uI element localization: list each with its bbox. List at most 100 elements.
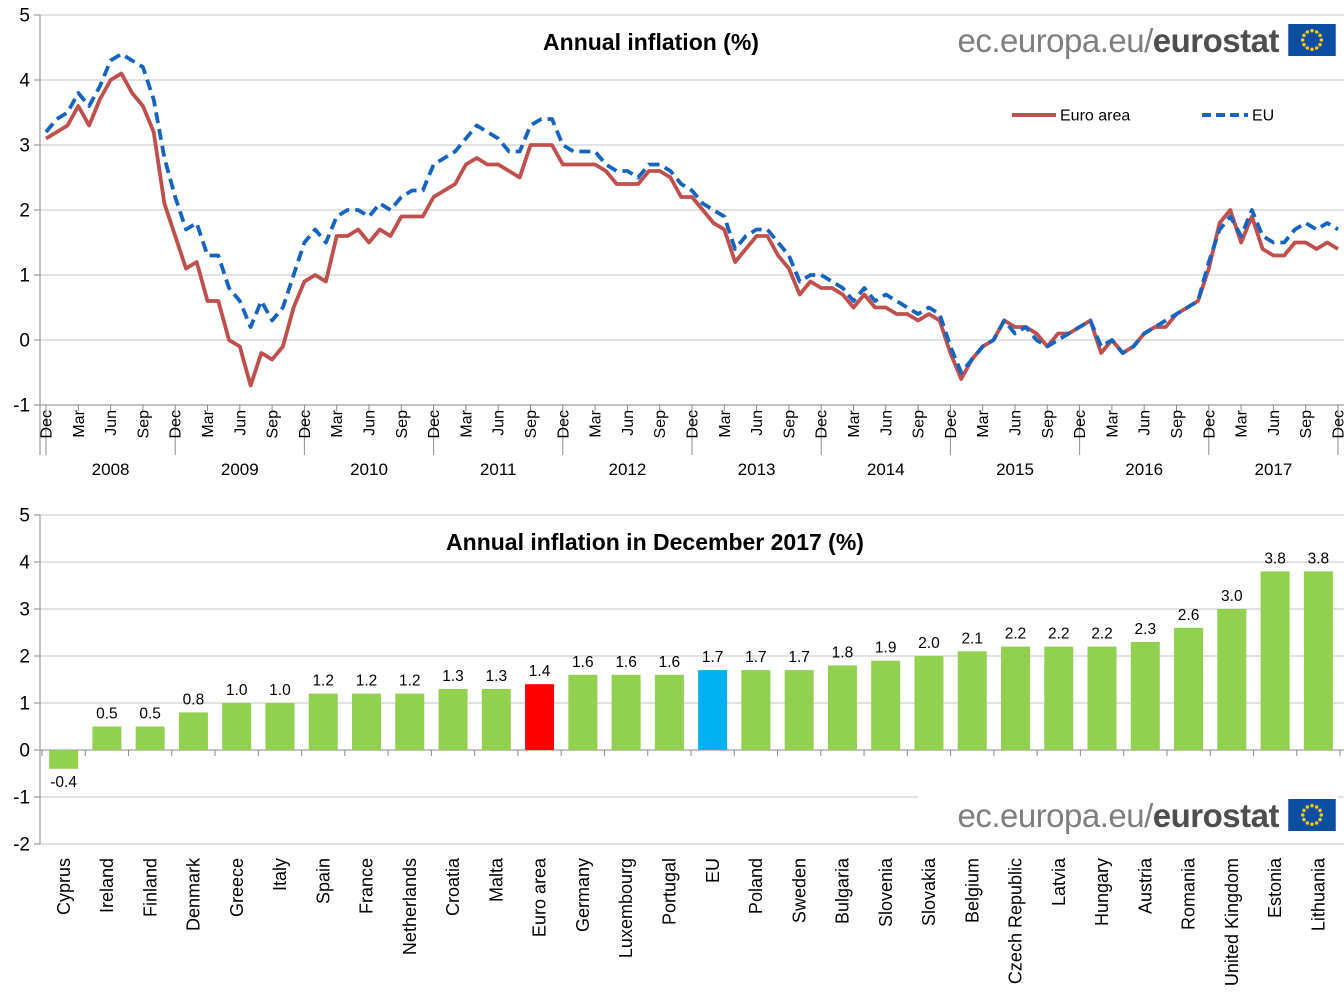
month-label: Dec: [814, 410, 831, 438]
year-label: 2016: [1125, 460, 1163, 479]
category-label: Germany: [573, 858, 593, 932]
category-label: Luxembourg: [616, 858, 636, 958]
line-chart: 5 4 3 2 1 0 -1 Dec Mar Jun Sep Dec Mar Jun Sep Dec Mar Ju…: [13, 5, 1344, 479]
category-label: United Kingdom: [1222, 858, 1242, 986]
category-label: Czech Republic: [1006, 858, 1026, 984]
y-tick-label: 3: [19, 599, 30, 620]
series-euro-area: [45, 71, 1339, 388]
month-label: Sep: [1040, 410, 1057, 439]
category-label: Netherlands: [400, 858, 420, 955]
bar-chart: 5 4 3 2 1 0 -1 -2 -0.4 Cyprus 0.5 Ireland 0.5 Finland…: [13, 505, 1344, 986]
category-label: Lithuania: [1308, 857, 1328, 931]
year-label: 2017: [1254, 460, 1292, 479]
legend-label-euro-area: Euro area: [1060, 107, 1130, 124]
category-label: Poland: [746, 858, 766, 914]
bar-luxembourg: [611, 674, 641, 750]
month-label: Dec: [1330, 410, 1344, 438]
legend-label-eu: EU: [1252, 107, 1274, 124]
y-tick-label: 1: [19, 693, 30, 714]
flag-star: [1302, 817, 1306, 822]
y-tick-label: -1: [13, 787, 30, 808]
month-label: Sep: [1298, 410, 1315, 439]
y-tick-label: 5: [19, 5, 30, 26]
month-label: Sep: [652, 410, 669, 439]
month-label: Dec: [38, 410, 55, 438]
bar-value-label: 1.8: [832, 644, 854, 661]
y-tick-label: 1: [19, 265, 30, 286]
category-label: Croatia: [443, 857, 463, 916]
month-label: Mar: [975, 409, 992, 437]
bar-value-label: 1.4: [529, 663, 551, 680]
y-tick-label: 4: [19, 552, 30, 573]
bar-value-label: 1.3: [442, 668, 464, 685]
logo-url-bold: eurostat: [1152, 796, 1280, 834]
category-label: Estonia: [1265, 857, 1285, 918]
year-label: 2008: [92, 460, 130, 479]
month-label: Jun: [749, 410, 766, 436]
bar-value-label: 1.0: [226, 682, 248, 699]
bar-ireland: [92, 726, 122, 750]
bar-hungary: [1087, 646, 1117, 750]
bar-value-label: 2.2: [1005, 626, 1027, 643]
month-label: Mar: [71, 409, 88, 437]
bar-sweden: [784, 670, 814, 750]
logo-url: ec.europa.eu/eurostat: [957, 799, 1279, 832]
y-tick-label: 5: [19, 505, 30, 526]
month-label: Mar: [846, 409, 863, 437]
bar-value-label: 2.2: [1091, 626, 1113, 643]
bar-value-label: 3.0: [1221, 588, 1243, 605]
category-label: EU: [703, 858, 723, 883]
bar-value-label: 2.0: [918, 635, 940, 652]
flag-star: [1310, 47, 1314, 52]
bar-value-label: 1.0: [269, 682, 291, 699]
month-label: Dec: [943, 410, 960, 438]
category-label: Belgium: [962, 858, 982, 923]
month-label: Dec: [297, 410, 314, 438]
month-label: Sep: [1169, 410, 1186, 439]
flag-star: [1318, 808, 1322, 813]
flag-star: [1318, 33, 1322, 38]
logo-url-bold: eurostat: [1152, 21, 1280, 59]
bar-austria: [1130, 641, 1160, 750]
flag-star: [1305, 46, 1310, 50]
flag-star: [1305, 805, 1310, 809]
bar-united-kingdom: [1217, 609, 1247, 750]
month-label: Jun: [361, 410, 378, 436]
flag-star: [1310, 822, 1314, 827]
bar-value-label: 1.2: [399, 673, 421, 690]
year-label: 2013: [738, 460, 776, 479]
bar-cyprus: [49, 750, 79, 769]
bar-value-label: 1.3: [486, 668, 508, 685]
category-label: Denmark: [184, 857, 204, 931]
category-label: Hungary: [1092, 858, 1112, 926]
eurostat-logo-bottom: ec.europa.eu/eurostat: [918, 793, 1338, 837]
flag-star: [1314, 805, 1319, 809]
flag-star: [1318, 817, 1322, 822]
category-label: Sweden: [789, 858, 809, 923]
bar-portugal: [654, 674, 684, 750]
bar-finland: [135, 726, 165, 750]
year-label: 2015: [996, 460, 1034, 479]
month-label: Dec: [168, 410, 185, 438]
flag-star: [1318, 42, 1322, 47]
flag-star: [1300, 38, 1305, 42]
flag-star: [1314, 821, 1319, 825]
flag-star: [1300, 813, 1305, 817]
bar-poland: [741, 670, 771, 750]
month-label: Dec: [684, 410, 701, 438]
bar-slovenia: [871, 660, 901, 750]
category-label: Finland: [140, 858, 160, 917]
chart-title: Annual inflation (%): [543, 29, 759, 55]
bar-belgium: [957, 651, 987, 750]
bar-value-label: 3.8: [1308, 550, 1330, 567]
bar-value-label: 0.8: [183, 691, 205, 708]
category-label: Malta: [486, 857, 506, 902]
flag-star: [1319, 38, 1324, 42]
bar-value-label: 1.6: [572, 654, 594, 671]
year-label: 2014: [867, 460, 905, 479]
month-label: Mar: [329, 409, 346, 437]
year-label: 2009: [221, 460, 259, 479]
category-label: Portugal: [659, 858, 679, 925]
month-label: Jun: [620, 410, 637, 436]
flag-field: [1288, 799, 1336, 831]
